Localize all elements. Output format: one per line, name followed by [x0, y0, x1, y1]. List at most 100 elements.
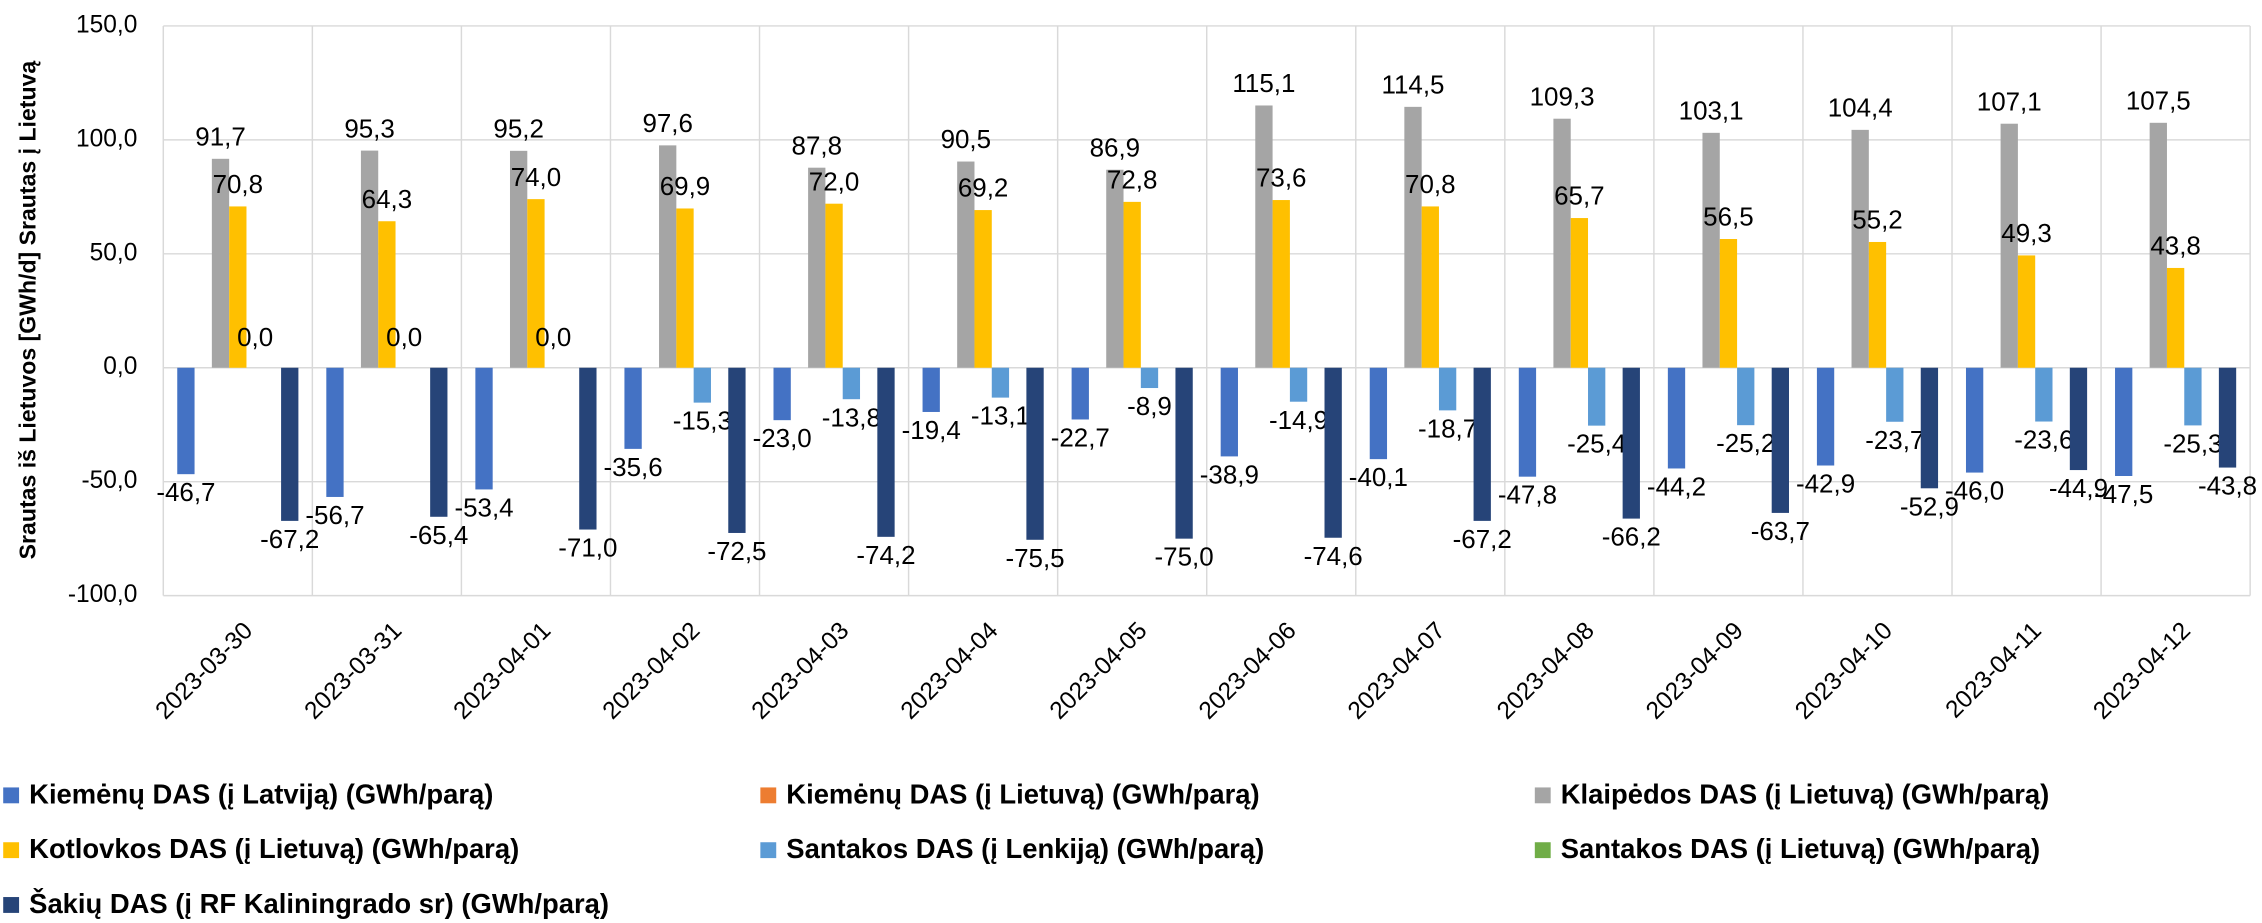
value-label: -18,7: [1418, 415, 1477, 443]
value-label: 95,2: [493, 115, 543, 143]
bar: [475, 367, 493, 490]
value-label: -23,6: [2014, 427, 2073, 455]
bar: [957, 161, 975, 368]
y-axis-title: Srautas iš Lietuvos [GWh/d] Srautas į Li…: [14, 61, 40, 560]
value-label: 87,8: [792, 132, 842, 160]
value-label: -13,1: [971, 403, 1030, 431]
bar: [1518, 367, 1537, 477]
x-tick-label: 2023-04-05: [1045, 617, 1153, 725]
x-tick-label: 2023-04-02: [598, 617, 706, 725]
legend-label: Šakių DAS (į RF Kaliningrado sr) (GWh/pa…: [29, 887, 609, 919]
y-tick-label: 150,0: [76, 11, 137, 38]
bar: [1123, 201, 1141, 368]
bar: [2069, 367, 2088, 471]
x-tick-label: 2023-03-30: [150, 617, 258, 725]
value-label: -56,7: [305, 502, 364, 530]
value-label: 55,2: [1852, 207, 1902, 235]
bar: [922, 367, 940, 412]
legend-label: Kotlovkos DAS (į Lietuvą) (GWh/parą): [29, 833, 519, 864]
value-label: -66,2: [1602, 524, 1661, 552]
x-tick-label: 2023-04-10: [1790, 617, 1898, 725]
legend-label: Klaipėdos DAS (į Lietuvą) (GWh/parą): [1561, 778, 2050, 809]
value-label: 107,1: [1977, 88, 2042, 116]
x-tick-label: 2023-04-01: [449, 617, 557, 725]
value-label: -25,3: [2163, 430, 2222, 458]
x-tick-label: 2023-04-07: [1343, 617, 1451, 725]
bar: [1868, 241, 1887, 368]
bar: [2017, 255, 2036, 368]
value-label: -74,2: [856, 542, 915, 570]
bar: [360, 150, 379, 368]
legend-swatch: [760, 787, 777, 804]
bar: [2166, 267, 2185, 368]
value-label: 91,7: [195, 123, 245, 151]
legend-swatch: [3, 897, 20, 913]
x-tick-label: 2023-04-09: [1641, 617, 1749, 725]
value-label: -22,7: [1051, 425, 1110, 453]
value-label: -53,4: [454, 494, 513, 522]
x-tick-label: 2023-04-12: [2088, 617, 2196, 725]
value-label: -52,9: [1900, 493, 1959, 521]
value-label: 43,8: [2150, 233, 2200, 261]
value-label: -47,8: [1498, 482, 1557, 510]
bar: [1255, 105, 1273, 368]
bar: [2000, 123, 2018, 368]
bar: [211, 158, 230, 368]
value-label: 0,0: [535, 324, 571, 352]
value-label: 97,6: [642, 110, 692, 138]
value-label: -46,7: [156, 479, 215, 507]
legend-swatch: [1534, 842, 1551, 859]
value-label: 107,5: [2126, 87, 2191, 115]
bar: [877, 367, 895, 537]
bar: [1886, 367, 1904, 422]
bar: [1473, 367, 1491, 521]
value-label: -71,0: [558, 535, 617, 563]
value-label: 70,8: [213, 171, 263, 199]
value-label: 49,3: [2001, 220, 2051, 248]
value-label: -47,5: [2094, 481, 2153, 509]
bar: [1220, 367, 1238, 457]
value-label: 74,0: [511, 164, 561, 192]
bar: [1175, 367, 1193, 539]
bar: [378, 221, 396, 368]
bar: [991, 367, 1010, 398]
y-tick-label: 50,0: [90, 239, 138, 266]
value-label: -43,8: [2198, 473, 2257, 501]
value-label: -75,0: [1155, 544, 1214, 572]
x-tick-label: 2023-04-08: [1492, 617, 1600, 725]
value-label: -46,0: [1945, 478, 2004, 506]
bar: [1324, 367, 1342, 538]
value-label: 69,9: [660, 173, 710, 201]
value-label: 73,6: [1256, 165, 1306, 193]
bar: [1667, 367, 1686, 469]
legend-label: Kiemėnų DAS (į Lietuvą) (GWh/parą): [786, 778, 1259, 809]
bar: [177, 367, 195, 475]
legend-label: Santakos DAS (į Lietuvą) (GWh/parą): [1561, 833, 2040, 864]
value-label: -35,6: [604, 454, 663, 482]
value-label: 56,5: [1703, 204, 1753, 232]
value-label: 72,0: [809, 168, 859, 196]
bar: [773, 367, 791, 421]
bar: [2218, 367, 2237, 468]
value-label: -25,4: [1567, 431, 1626, 459]
bar: [1553, 118, 1571, 368]
value-label: 103,1: [1679, 97, 1744, 125]
bar: [676, 208, 694, 368]
bar: [728, 367, 746, 533]
bar: [1920, 367, 1939, 489]
bar: [1719, 239, 1738, 368]
legend-swatch: [760, 842, 777, 859]
bar: [842, 367, 861, 400]
x-tick-label: 2023-04-11: [1940, 617, 2046, 723]
bar: [808, 167, 826, 368]
x-tick-label: 2023-03-31: [300, 617, 408, 725]
legend-swatch: [3, 842, 20, 859]
value-label: -63,7: [1751, 518, 1810, 546]
bar: [1816, 367, 1835, 466]
bar: [1026, 367, 1044, 540]
bar: [579, 367, 597, 530]
value-label: 69,2: [958, 175, 1008, 203]
bar: [2184, 367, 2202, 426]
